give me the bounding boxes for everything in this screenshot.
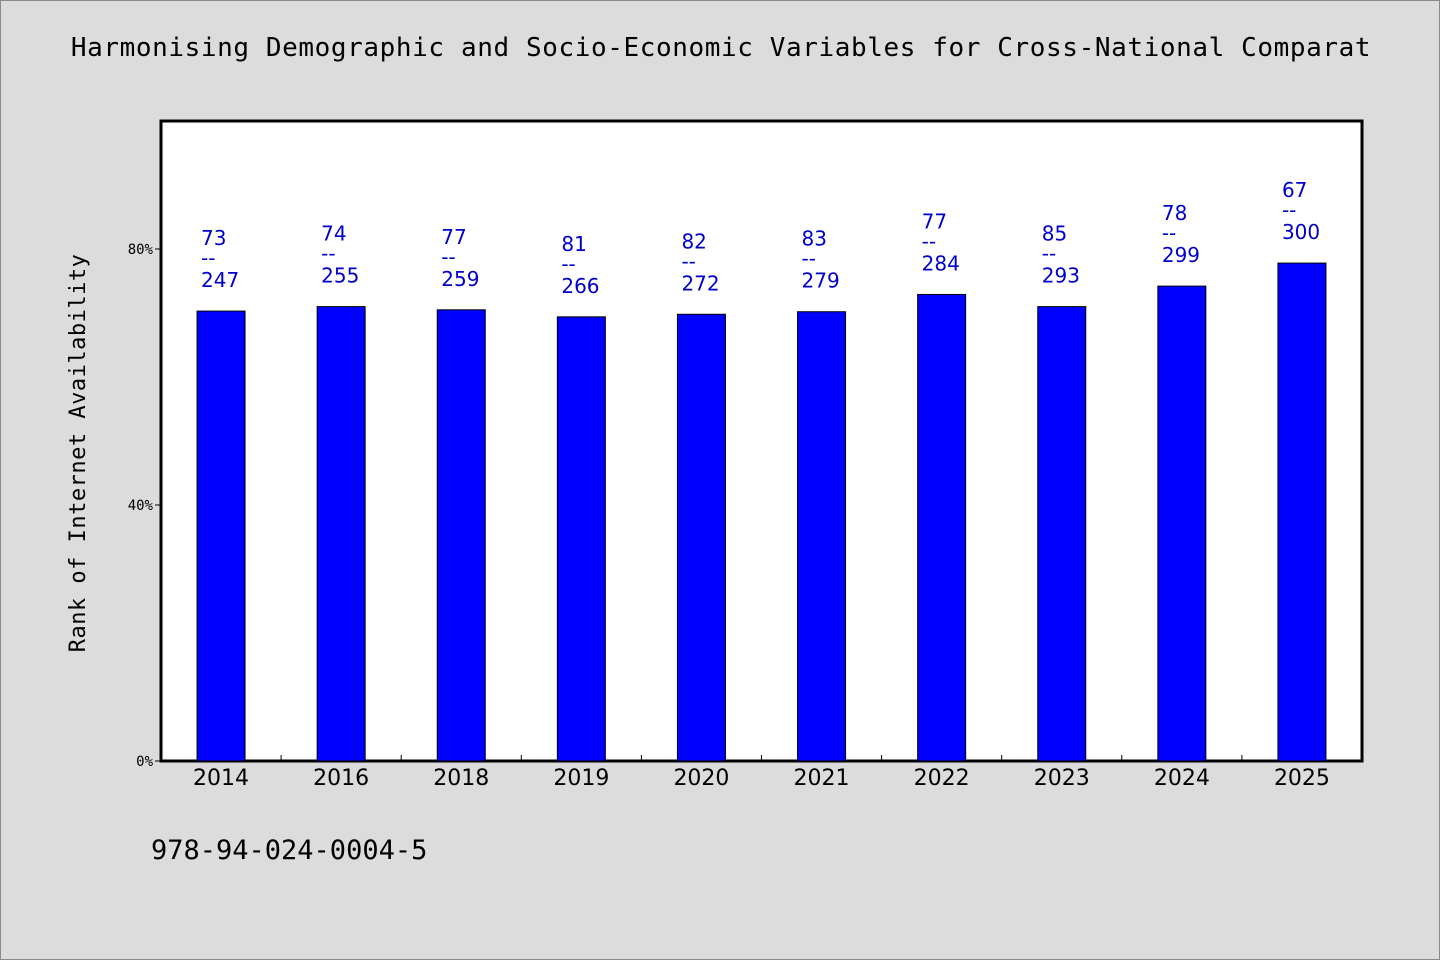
x-tick-label: 2016 xyxy=(313,766,369,791)
x-tick-label: 2023 xyxy=(1034,766,1090,791)
data-label-separator: -- xyxy=(561,252,575,276)
data-label-separator: -- xyxy=(681,249,695,273)
bar xyxy=(436,309,486,762)
data-label-top: 73 xyxy=(201,226,226,250)
data-label-top: 67 xyxy=(1282,178,1307,202)
data-label-top: 82 xyxy=(681,229,706,253)
x-tick-label: 2025 xyxy=(1274,766,1330,791)
data-label-separator: -- xyxy=(441,245,455,269)
bar xyxy=(196,310,246,762)
x-tick-label: 2022 xyxy=(914,766,970,791)
x-tick-label: 2014 xyxy=(193,766,249,791)
x-tick-label: 2020 xyxy=(673,766,729,791)
data-label-bottom: 293 xyxy=(1042,264,1080,288)
y-tick-label: 0% xyxy=(136,754,153,770)
bar xyxy=(797,311,847,762)
bar xyxy=(1277,262,1327,762)
bar xyxy=(1037,306,1087,762)
x-axis-labels: 2014 2016 2018 2019 2020 2021 2022 2023 2024 2025 xyxy=(193,766,1330,791)
y-tick-label: 40% xyxy=(128,498,154,514)
data-label-bottom: 279 xyxy=(802,269,840,293)
data-label-top: 83 xyxy=(802,227,827,251)
x-tick-label: 2021 xyxy=(794,766,850,791)
data-label-separator: -- xyxy=(1282,198,1296,222)
data-label-bottom: 255 xyxy=(321,264,359,288)
data-label-bottom: 272 xyxy=(681,271,719,295)
x-tick-label: 2024 xyxy=(1154,766,1210,791)
axis-ticks: 0% 40% 80% xyxy=(128,242,1243,770)
data-labels: 73--24774--25577--25981--26682--27283--2… xyxy=(201,178,1320,298)
data-label-top: 78 xyxy=(1162,201,1187,225)
data-label-separator: -- xyxy=(1162,221,1176,245)
data-label-separator: -- xyxy=(201,246,215,270)
data-label-separator: -- xyxy=(321,242,335,266)
data-label-top: 85 xyxy=(1042,222,1067,246)
data-label-top: 77 xyxy=(441,225,466,249)
bar xyxy=(917,293,967,762)
chart-title: Harmonising Demographic and Socio-Econom… xyxy=(70,33,1372,63)
data-label-separator: -- xyxy=(922,229,936,253)
x-tick-label: 2019 xyxy=(553,766,609,791)
bar xyxy=(1157,285,1207,762)
data-label-top: 77 xyxy=(922,209,947,233)
data-label-top: 81 xyxy=(561,232,586,256)
footer-code: 978-94-024-0004-5 xyxy=(151,835,428,866)
y-tick-label: 80% xyxy=(128,242,154,258)
bar xyxy=(676,313,726,762)
data-label-bottom: 266 xyxy=(561,274,599,298)
bar xyxy=(316,306,366,762)
bars xyxy=(196,262,1327,762)
bar xyxy=(556,316,606,762)
data-label-bottom: 259 xyxy=(441,267,479,291)
y-axis-title: Rank of Internet Availability xyxy=(66,254,91,653)
data-label-separator: -- xyxy=(1042,242,1056,266)
data-label-top: 74 xyxy=(321,222,346,246)
data-label-bottom: 284 xyxy=(922,251,960,275)
data-label-bottom: 247 xyxy=(201,268,239,292)
data-label-separator: -- xyxy=(802,247,816,271)
data-label-bottom: 299 xyxy=(1162,243,1200,267)
data-label-bottom: 300 xyxy=(1282,220,1320,244)
x-tick-label: 2018 xyxy=(433,766,489,791)
